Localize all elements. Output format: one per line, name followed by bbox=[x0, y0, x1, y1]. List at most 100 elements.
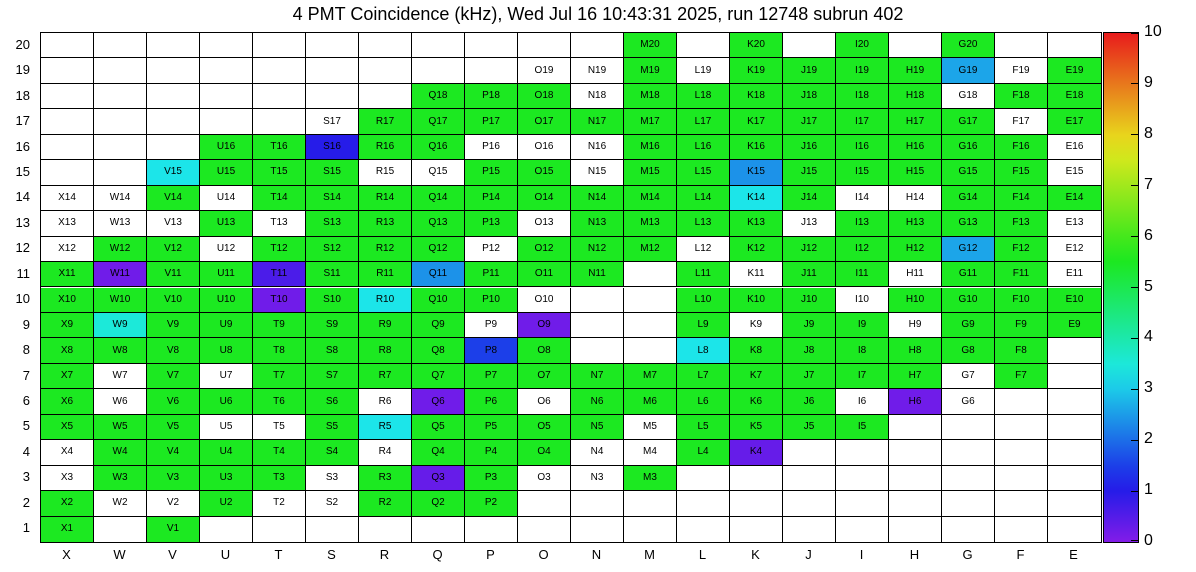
heatmap-cell: Q2 bbox=[412, 491, 465, 517]
heatmap-cell: I18 bbox=[836, 83, 889, 110]
heatmap-cell: X8 bbox=[41, 338, 94, 364]
heatmap-cell: V2 bbox=[147, 491, 200, 517]
heatmap-cell: M6 bbox=[624, 389, 677, 415]
heatmap-cell bbox=[730, 491, 783, 517]
heatmap-cell: O8 bbox=[518, 338, 571, 364]
heatmap-cell: U5 bbox=[200, 414, 253, 441]
heatmap-cell: X14 bbox=[41, 185, 94, 212]
heatmap-cell: K14 bbox=[730, 185, 783, 212]
x-axis-label: I bbox=[859, 547, 864, 562]
heatmap-cell: K5 bbox=[730, 414, 783, 441]
heatmap-cell: U12 bbox=[200, 236, 253, 263]
colorbar-tick-label: 2 bbox=[1144, 430, 1153, 448]
y-axis-label: 16 bbox=[15, 138, 30, 154]
heatmap-cell: T7 bbox=[253, 363, 306, 390]
heatmap-cell: V8 bbox=[147, 338, 200, 364]
heatmap-cell: Q10 bbox=[412, 287, 465, 313]
heatmap-cell: N14 bbox=[571, 185, 624, 212]
y-axis-label: 20 bbox=[15, 36, 30, 52]
x-axis-label: V bbox=[168, 547, 177, 562]
heatmap-cell: T13 bbox=[253, 211, 306, 237]
heatmap-cell: Q6 bbox=[412, 389, 465, 415]
colorbar-tick bbox=[1131, 236, 1138, 238]
heatmap-cell bbox=[624, 338, 677, 364]
heatmap-cell: X2 bbox=[41, 491, 94, 517]
colorbar-tick bbox=[1131, 439, 1138, 441]
heatmap-cell: F13 bbox=[995, 211, 1048, 237]
heatmap-cell bbox=[359, 516, 412, 542]
heatmap-cell: Q16 bbox=[412, 134, 465, 161]
heatmap-cell: N3 bbox=[571, 465, 624, 492]
heatmap-cell bbox=[995, 465, 1048, 492]
heatmap-cell bbox=[995, 389, 1048, 415]
heatmap-cell: M16 bbox=[624, 134, 677, 161]
heatmap-cell: I9 bbox=[836, 312, 889, 339]
heatmap-cell: M5 bbox=[624, 414, 677, 441]
heatmap-cell: Q14 bbox=[412, 185, 465, 212]
heatmap-cell: S2 bbox=[306, 491, 359, 517]
heatmap-cell: O12 bbox=[518, 236, 571, 263]
heatmap-cell: Q7 bbox=[412, 363, 465, 390]
heatmap-cell: S7 bbox=[306, 363, 359, 390]
heatmap-cell bbox=[942, 516, 995, 542]
heatmap-cell: X4 bbox=[41, 440, 94, 466]
heatmap-cell: Q11 bbox=[412, 262, 465, 288]
heatmap-cell: T4 bbox=[253, 440, 306, 466]
heatmap-cell: L6 bbox=[677, 389, 730, 415]
heatmap-cell: H13 bbox=[889, 211, 942, 237]
heatmap-cell: T11 bbox=[253, 262, 306, 288]
heatmap-cell bbox=[465, 516, 518, 542]
heatmap-cell: Q8 bbox=[412, 338, 465, 364]
y-axis-label: 6 bbox=[22, 393, 30, 409]
heatmap-cell: S16 bbox=[306, 134, 359, 161]
heatmap-cell: J19 bbox=[783, 58, 836, 84]
heatmap-cell bbox=[995, 440, 1048, 466]
heatmap-cell: T2 bbox=[253, 491, 306, 517]
heatmap-cell: H16 bbox=[889, 134, 942, 161]
heatmap-cell: F7 bbox=[995, 363, 1048, 390]
chart-title: 4 PMT Coincidence (kHz), Wed Jul 16 10:4… bbox=[292, 4, 904, 24]
heatmap-cell: U8 bbox=[200, 338, 253, 364]
heatmap-cell: R6 bbox=[359, 389, 412, 415]
heatmap-cell: U7 bbox=[200, 363, 253, 390]
heatmap-cell: L11 bbox=[677, 262, 730, 288]
heatmap-cell: I17 bbox=[836, 109, 889, 135]
heatmap-cell: W10 bbox=[94, 287, 147, 313]
heatmap-cell bbox=[677, 491, 730, 517]
heatmap-cell: L9 bbox=[677, 312, 730, 339]
heatmap-cell: V5 bbox=[147, 414, 200, 441]
heatmap-cell: J12 bbox=[783, 236, 836, 263]
heatmap-cell bbox=[730, 516, 783, 542]
heatmap-cell: P10 bbox=[465, 287, 518, 313]
heatmap-cell: I10 bbox=[836, 287, 889, 313]
y-axis-label: 11 bbox=[16, 265, 31, 281]
heatmap-cell: V10 bbox=[147, 287, 200, 313]
heatmap-cell: E9 bbox=[1048, 312, 1101, 339]
x-axis-label: X bbox=[62, 547, 71, 562]
heatmap-cell: M4 bbox=[624, 440, 677, 466]
heatmap-cell: E11 bbox=[1048, 262, 1101, 288]
heatmap-cell: I12 bbox=[836, 236, 889, 263]
heatmap-cell: F12 bbox=[995, 236, 1048, 263]
x-axis-label: L bbox=[698, 547, 707, 562]
y-axis-label: 15 bbox=[15, 163, 30, 179]
heatmap-cell: P3 bbox=[465, 465, 518, 492]
heatmap-cell: K6 bbox=[730, 389, 783, 415]
heatmap-cell: X7 bbox=[41, 363, 94, 390]
heatmap-cell: L7 bbox=[677, 363, 730, 390]
y-axis-label: 14 bbox=[15, 189, 30, 205]
heatmap-cell: K10 bbox=[730, 287, 783, 313]
heatmap-cell: X1 bbox=[41, 516, 94, 542]
heatmap-cell: N5 bbox=[571, 414, 624, 441]
heatmap-cell: K11 bbox=[730, 262, 783, 288]
y-axis-label: 12 bbox=[15, 240, 30, 256]
heatmap-cell bbox=[94, 33, 147, 59]
heatmap-cell: J7 bbox=[783, 363, 836, 390]
heatmap-cell: O16 bbox=[518, 134, 571, 161]
x-axis-label: R bbox=[379, 547, 390, 562]
colorbar-tick bbox=[1131, 490, 1138, 492]
heatmap-cell: R8 bbox=[359, 338, 412, 364]
heatmap-cell: M18 bbox=[624, 83, 677, 110]
heatmap-cell: G8 bbox=[942, 338, 995, 364]
colorbar-tick-label: 0 bbox=[1144, 532, 1153, 549]
